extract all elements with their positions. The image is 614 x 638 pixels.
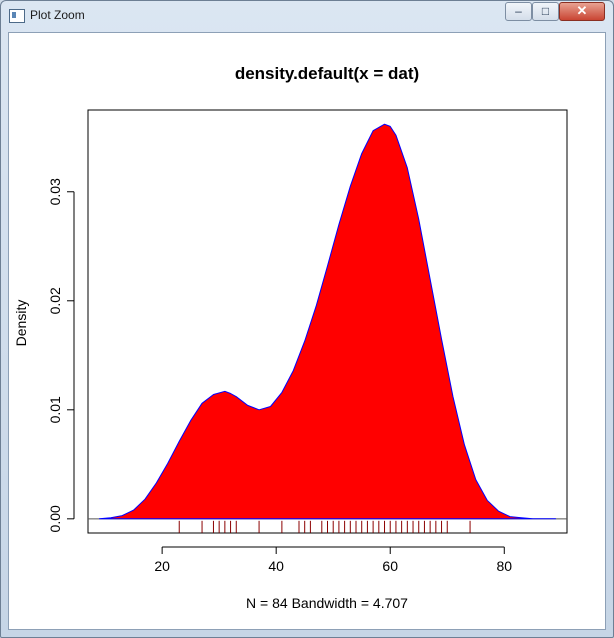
- x-axis-label: N = 84 Bandwidth = 4.707: [246, 595, 408, 611]
- density-area: [98, 123, 557, 520]
- y-tick-label: 0.03: [47, 178, 63, 205]
- x-tick-label: 60: [382, 558, 398, 574]
- chart-title: density.default(x = dat): [235, 64, 419, 83]
- window-title: Plot Zoom: [30, 8, 85, 22]
- y-tick-label: 0.02: [47, 287, 63, 314]
- close-button[interactable]: ✕: [559, 2, 605, 21]
- maximize-button[interactable]: □: [532, 2, 559, 21]
- minimize-button[interactable]: –: [505, 2, 532, 21]
- title-bar[interactable]: Plot Zoom – □ ✕: [1, 1, 613, 31]
- y-tick-label: 0.00: [47, 505, 63, 532]
- y-tick-label: 0.01: [47, 396, 63, 423]
- app-icon: [9, 9, 25, 23]
- density-chart: density.default(x = dat) N = 84 Bandwidt…: [13, 64, 568, 611]
- x-tick-label: 80: [496, 558, 512, 574]
- x-tick-label: 20: [154, 558, 170, 574]
- plot-frame: [87, 109, 568, 534]
- y-axis-label: Density: [13, 300, 29, 347]
- plot-area: density.default(x = dat) N = 84 Bandwidt…: [8, 32, 606, 630]
- x-tick-label: 40: [268, 558, 284, 574]
